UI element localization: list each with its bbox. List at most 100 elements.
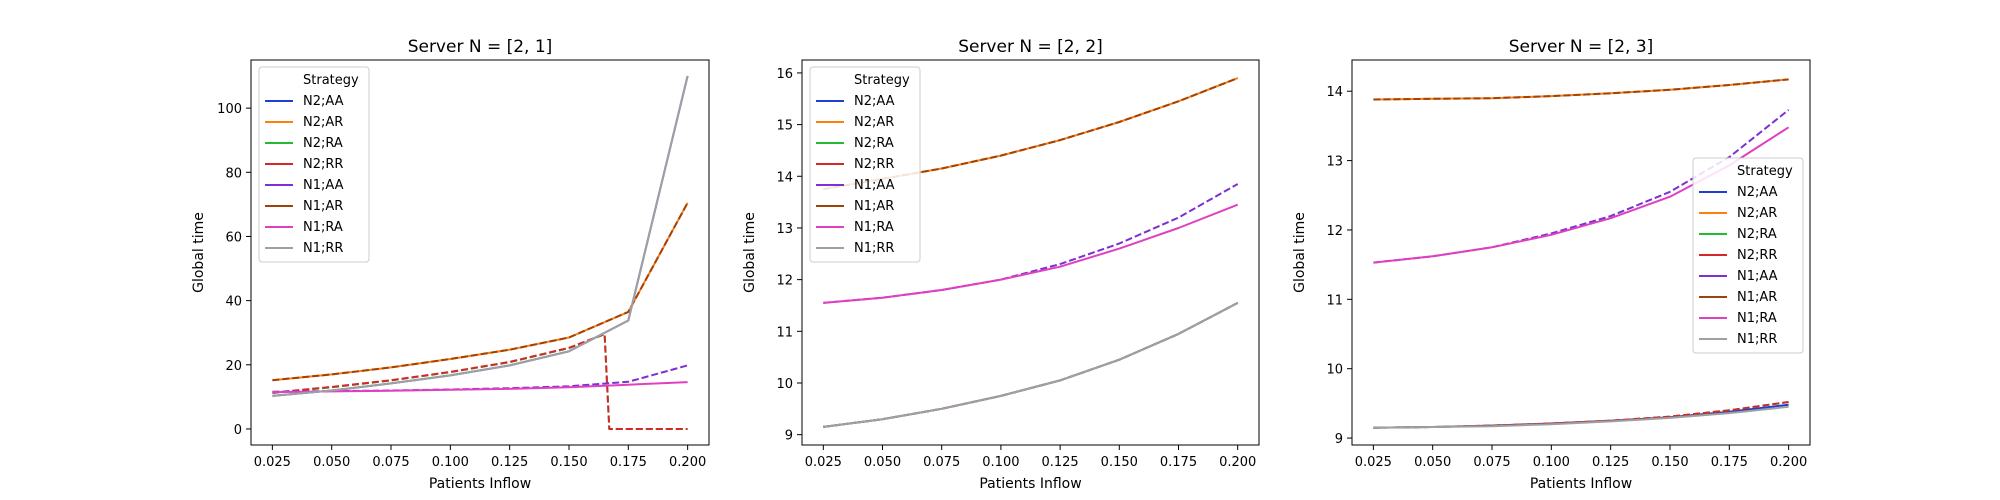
chart-title: Server N = [2, 1] [408, 37, 553, 57]
y-tick-label: 0 [234, 423, 242, 438]
y-tick-label: 20 [225, 359, 242, 374]
y-tick-label: 16 [776, 67, 793, 82]
y-tick-label: 13 [1326, 155, 1343, 170]
legend-title: Strategy [1737, 164, 1793, 179]
plot-area [272, 75, 689, 430]
x-tick-label: 0.025 [254, 455, 291, 470]
legend-box [809, 66, 921, 263]
x-tick-label: 0.050 [864, 455, 901, 470]
x-tick-label: 0.025 [805, 455, 842, 470]
legend-entry: N1;RA [303, 220, 343, 235]
legend-title: Strategy [303, 73, 359, 88]
legend-entry: N2;AA [854, 94, 895, 109]
y-tick-label: 40 [225, 295, 242, 310]
x-tick-label: 0.175 [1160, 455, 1197, 470]
legend-entry: N1;AA [303, 178, 344, 193]
series-line-n1-ar [1373, 78, 1789, 101]
y-tick-label: 11 [1326, 293, 1343, 308]
y-axis-label: Global time [742, 212, 758, 293]
chart-panel-3: 0.025 0.050 0.075 0.100 0.125 0.150 0.175 0.200… [1292, 37, 1811, 492]
x-tick-label: 0.100 [432, 455, 469, 470]
legend-entry: N1;RR [1737, 332, 1777, 347]
legend-box [258, 66, 370, 263]
y-tick-label: 12 [776, 274, 793, 289]
legend-entry: N1;RA [1737, 311, 1777, 326]
legend-entry: N1;RR [303, 241, 343, 256]
legend-entry: N2;RR [1737, 248, 1777, 263]
x-tick-label: 0.150 [1651, 455, 1688, 470]
legend: Strategy N2;AA N2;AR N2;RA N2;RR N1;AA N1;AR N1… [1692, 157, 1804, 354]
y-tick-label: 10 [1326, 363, 1343, 378]
x-tick-label: 0.050 [1414, 455, 1451, 470]
legend-box [1692, 157, 1804, 354]
legend-entry: N1;RR [854, 241, 894, 256]
chart-title: Server N = [2, 3] [1509, 37, 1654, 57]
series-line-n2-rr [1373, 401, 1789, 429]
y-tick-label: 12 [1326, 224, 1343, 239]
x-tick-label: 0.075 [923, 455, 960, 470]
legend-entry: N1;AA [854, 178, 895, 193]
series-line-n1-rr [272, 75, 689, 397]
y-tick-label: 15 [776, 119, 793, 134]
series-line-n2-rr [272, 333, 688, 430]
y-tick-label: 14 [776, 170, 793, 185]
legend: Strategy N2;AA N2;AR N2;RA N2;RR N1;AA N1;AR N1… [258, 66, 370, 263]
legend-entry: N2;RA [1737, 227, 1777, 242]
series-line-n1-ra [823, 203, 1239, 304]
x-tick-label: 0.075 [1473, 455, 1510, 470]
chart-panel-2: 0.025 0.050 0.075 0.100 0.125 0.150 0.175 0.200… [742, 37, 1260, 492]
y-tick-label: 80 [225, 166, 242, 181]
series-line-n1-rr [823, 302, 1239, 428]
series-line-n1-aa [823, 183, 1239, 304]
legend-entry: N2;RA [854, 136, 894, 151]
y-tick-label: 100 [217, 102, 242, 117]
chart-panel-1: 0.025 0.050 0.075 0.100 0.125 0.150 0.175 0.200… [191, 37, 710, 492]
y-tick-label: 9 [1335, 432, 1343, 447]
x-tick-label: 0.150 [1101, 455, 1138, 470]
legend-entry: N2;RR [303, 157, 343, 172]
y-axis-label: Global time [191, 212, 207, 293]
legend-entry: N2;AA [1737, 185, 1778, 200]
legend-entry: N2;RR [854, 157, 894, 172]
y-tick-label: 60 [225, 230, 242, 245]
x-tick-label: 0.100 [1533, 455, 1570, 470]
legend-entry: N2;AR [303, 115, 343, 130]
axes-frame [250, 59, 710, 446]
x-tick-label: 0.125 [1592, 455, 1629, 470]
legend-entry: N2;AR [1737, 206, 1777, 221]
y-tick-label: 13 [776, 222, 793, 237]
x-tick-label: 0.100 [982, 455, 1019, 470]
axes-frame [801, 59, 1260, 446]
y-tick-label: 11 [776, 325, 793, 340]
series-line-n1-ar [272, 202, 689, 382]
legend-entry: N1;AA [1737, 269, 1778, 284]
legend-entry: N1;AR [854, 199, 894, 214]
y-tick-label: 14 [1326, 85, 1343, 100]
legend-entry: N2;AR [854, 115, 894, 130]
series-line-n1-rr [1373, 405, 1789, 429]
x-tick-label: 0.200 [1770, 455, 1807, 470]
x-tick-label: 0.175 [1711, 455, 1748, 470]
y-tick-label: 10 [776, 377, 793, 392]
legend-entry: N2;AA [303, 94, 344, 109]
x-tick-label: 0.175 [610, 455, 647, 470]
x-tick-label: 0.025 [1355, 455, 1392, 470]
x-tick-label: 0.125 [1041, 455, 1078, 470]
x-axis-label: Patients Inflow [1530, 476, 1632, 492]
x-tick-label: 0.075 [372, 455, 409, 470]
chart-title: Server N = [2, 2] [958, 37, 1103, 57]
y-axis-label: Global time [1292, 212, 1308, 293]
x-tick-label: 0.050 [313, 455, 350, 470]
legend-entry: N2;RA [303, 136, 343, 151]
legend-entry: N1;AR [303, 199, 343, 214]
x-tick-label: 0.200 [669, 455, 706, 470]
legend-title: Strategy [854, 73, 910, 88]
legend-entry: N1;RA [854, 220, 894, 235]
legend-entry: N1;AR [1737, 290, 1777, 305]
x-axis-label: Patients Inflow [429, 476, 531, 492]
x-tick-label: 0.125 [491, 455, 528, 470]
series-line-n1-aa [272, 364, 688, 393]
x-tick-label: 0.200 [1219, 455, 1256, 470]
y-tick-label: 9 [785, 429, 793, 444]
